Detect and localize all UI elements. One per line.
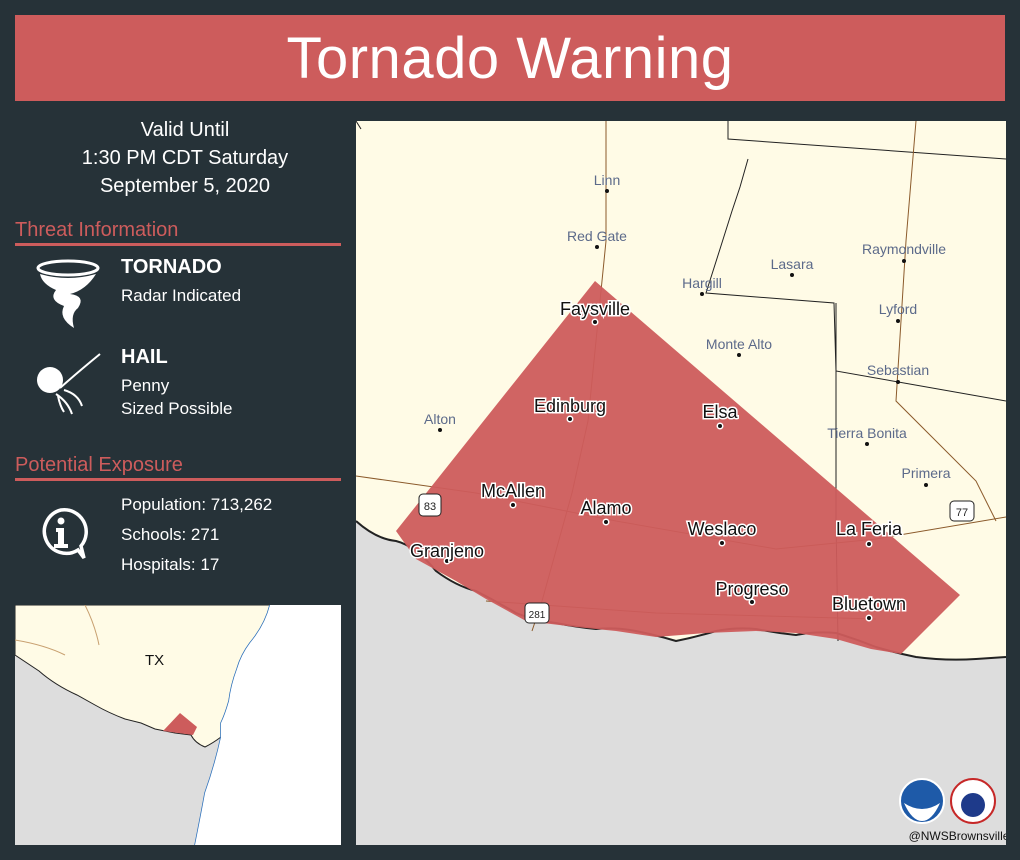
hail-title: HAIL bbox=[121, 346, 168, 368]
tornado-source: Radar Indicated bbox=[121, 286, 242, 305]
city-progreso: Progreso bbox=[715, 579, 788, 599]
valid-until-block: Valid Until 1:30 PM CDT Saturday Septemb… bbox=[15, 116, 355, 200]
hail-icon bbox=[34, 350, 104, 425]
city-raymondville: Raymondville bbox=[862, 241, 946, 257]
city-red-gate: Red Gate bbox=[567, 228, 627, 244]
nws-logo bbox=[950, 778, 996, 824]
warning-title: Tornado Warning bbox=[286, 25, 734, 91]
title-banner: Tornado Warning bbox=[15, 15, 1005, 101]
shield-281-label: 281 bbox=[529, 610, 546, 621]
city-granjeno: Granjeno bbox=[410, 541, 484, 561]
city-primera: Primera bbox=[901, 465, 950, 481]
population-count: Population: 713,262 bbox=[121, 495, 273, 514]
city-sebastian: Sebastian bbox=[867, 362, 929, 378]
city-alton: Alton bbox=[424, 411, 456, 427]
warning-map[interactable]: 83 281 77 Linn Red Gate Hargill Lasara R… bbox=[356, 121, 1006, 845]
shield-83: 83 bbox=[418, 493, 442, 517]
exposure-stats: Population: 713,262 Schools: 271 Hospita… bbox=[121, 490, 272, 580]
potential-exposure-heading: Potential Exposure bbox=[15, 454, 341, 481]
city-tierra-bonita: Tierra Bonita bbox=[827, 425, 907, 441]
city-faysville: Faysville bbox=[560, 299, 630, 319]
shield-83-label: 83 bbox=[424, 501, 436, 513]
hospitals-count: Hospitals: 17 bbox=[121, 555, 220, 574]
info-icon bbox=[34, 506, 90, 567]
valid-until-time: 1:30 PM CDT Saturday bbox=[81, 147, 289, 169]
city-weslaco: Weslaco bbox=[688, 519, 757, 539]
warning-polygon bbox=[396, 281, 960, 654]
hail-size-line1: Penny bbox=[121, 376, 170, 395]
city-mcallen: McAllen bbox=[481, 481, 545, 501]
inset-state-label: TX bbox=[145, 652, 164, 669]
inset-gulf-land bbox=[195, 605, 341, 845]
city-hargill: Hargill bbox=[682, 275, 722, 291]
credit-text: @NWSBrownsville bbox=[909, 829, 1006, 843]
city-monte-alto: Monte Alto bbox=[706, 336, 772, 352]
noaa-logo bbox=[899, 778, 945, 824]
city-edinburg: Edinburg bbox=[534, 396, 606, 416]
hail-size-line2: Sized Possible bbox=[121, 399, 233, 418]
shield-77-label: 77 bbox=[956, 507, 968, 519]
city-la-feria: La Feria bbox=[836, 519, 903, 539]
schools-count: Schools: 271 bbox=[121, 525, 220, 544]
warning-area-inset bbox=[163, 713, 197, 735]
tornado-icon bbox=[34, 256, 104, 341]
valid-until-date: September 5, 2020 bbox=[99, 175, 271, 197]
valid-until-label: Valid Until bbox=[140, 119, 230, 141]
city-lyford: Lyford bbox=[879, 301, 917, 317]
shield-77: 77 bbox=[949, 500, 975, 522]
threat-information-heading: Threat Information bbox=[15, 219, 341, 246]
mexico-region bbox=[356, 521, 1006, 845]
city-alamo: Alamo bbox=[580, 498, 631, 518]
shield-281: 281 bbox=[524, 602, 550, 624]
city-lasara: Lasara bbox=[771, 256, 814, 272]
city-linn: Linn bbox=[594, 172, 620, 188]
inset-locator-map: TX bbox=[15, 605, 341, 845]
city-bluetown: Bluetown bbox=[832, 594, 906, 614]
tornado-title: TORNADO bbox=[121, 256, 222, 278]
city-elsa: Elsa bbox=[702, 402, 738, 422]
